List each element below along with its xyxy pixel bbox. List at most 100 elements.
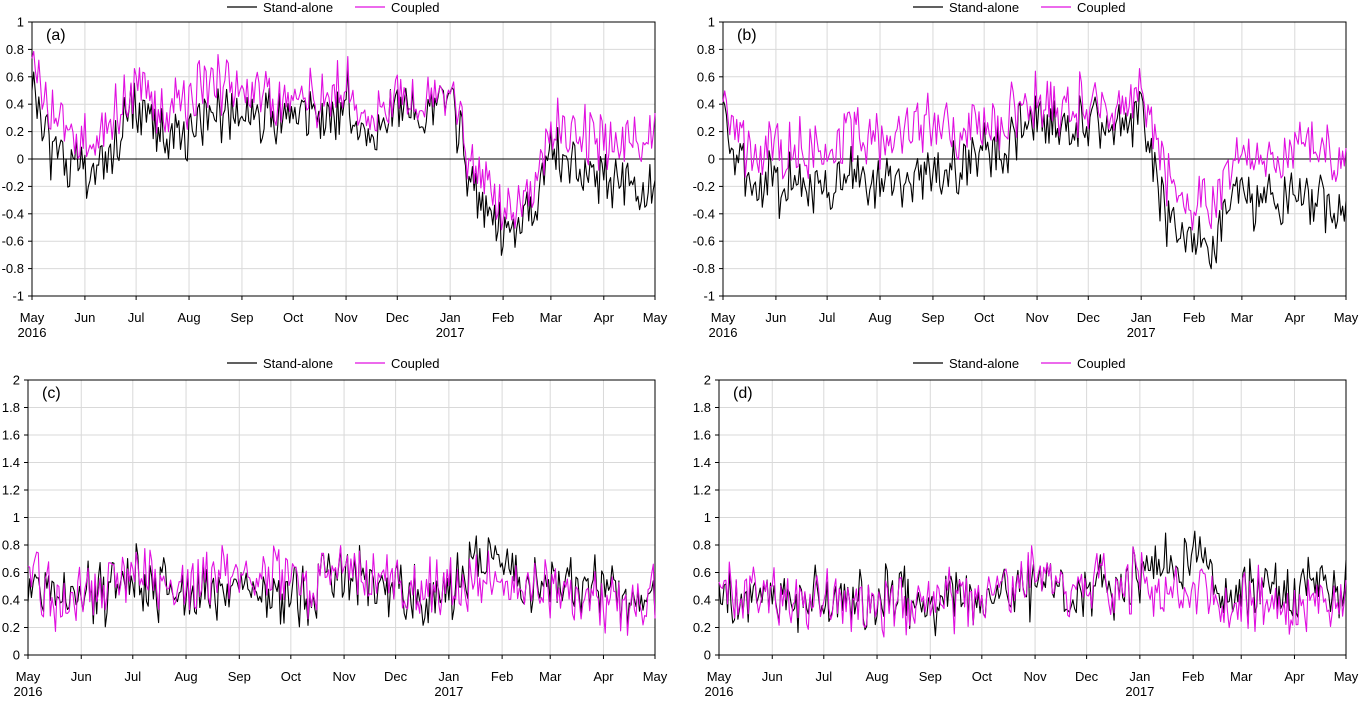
series-line-standalone [28,536,655,627]
x-tick-label: May [711,310,736,325]
x-tick-label: Nov [1024,669,1048,684]
x-tick-label: Apr [1284,669,1305,684]
panel-label: (d) [733,385,753,402]
y-tick-label: -0.2 [693,179,715,194]
y-tick-label: 2 [13,373,20,388]
x-tick-year-label: 2016 [709,325,738,340]
legend-label-coupled: Coupled [391,356,439,371]
x-tick-year-label: 2016 [14,684,43,699]
series-group [719,531,1346,637]
x-tick-label: Jan [1131,310,1152,325]
y-tick-label: -1 [703,289,715,304]
y-tick-label: 1.6 [2,428,20,443]
x-tick-label: Jun [74,310,95,325]
x-tick-label: Oct [283,310,304,325]
y-tick-label: -0.6 [2,234,24,249]
x-tick-label: Feb [491,669,513,684]
x-tick-label: May [1334,669,1359,684]
y-tick-label: 0.2 [2,620,20,635]
x-tick-label: Nov [334,310,358,325]
x-tick-label: Jan [1129,669,1150,684]
chart-panel-b: -1-0.8-0.6-0.4-0.200.20.40.60.81May2016J… [693,0,1359,340]
x-tick-label: Apr [593,669,614,684]
y-tick-label: 1.2 [2,483,20,498]
y-tick-label: -1 [12,289,24,304]
x-tick-label: Sep [921,310,944,325]
x-tick-label: Nov [333,669,357,684]
x-tick-label: Jul [819,310,836,325]
legend-label-coupled: Coupled [1077,356,1125,371]
legend: Stand-alone Coupled [227,0,439,15]
x-tick-label: Jan [438,669,459,684]
x-tick-label: Nov [1025,310,1049,325]
y-axis: 00.20.40.60.811.21.41.61.82 [693,373,719,663]
x-tick-label: Aug [865,669,888,684]
x-tick-label: Feb [492,310,514,325]
panel-label: (c) [42,385,61,402]
y-tick-label: 0.2 [697,124,715,139]
y-axis: -1-0.8-0.6-0.4-0.200.20.40.60.81 [693,15,723,304]
x-tick-label: Jun [762,669,783,684]
x-tick-label: Oct [281,669,302,684]
x-tick-label: Jun [765,310,786,325]
y-tick-label: 0.2 [6,124,24,139]
y-tick-label: 0.4 [693,593,711,608]
chart-panel-a: -1-0.8-0.6-0.4-0.200.20.40.60.81May2016J… [2,0,668,340]
legend-label-standalone: Stand-alone [263,0,333,15]
x-tick-label: Jul [124,669,141,684]
x-tick-label: Jun [71,669,92,684]
legend: Stand-alone Coupled [227,356,439,371]
y-tick-label: 1.6 [693,428,711,443]
x-tick-label: Dec [1077,310,1101,325]
x-tick-label: Mar [539,669,562,684]
panel-label: (a) [46,27,66,44]
y-tick-label: 1 [17,15,24,30]
y-tick-label: 0.6 [6,69,24,84]
x-tick-label: Sep [919,669,942,684]
x-tick-label: Aug [174,669,197,684]
x-tick-year-label: 2017 [434,684,463,699]
y-tick-label: 1.4 [693,455,711,470]
y-tick-label: 0.4 [2,593,20,608]
x-tick-label: Oct [974,310,995,325]
y-tick-label: -0.4 [693,206,715,221]
y-tick-label: 0 [13,648,20,663]
series-group [32,51,655,255]
y-tick-label: 0.8 [6,42,24,57]
series-line-coupled [32,51,655,229]
x-tick-label: Oct [972,669,993,684]
x-tick-label: Mar [540,310,563,325]
x-tick-label: May [1334,310,1359,325]
y-tick-label: 1.8 [693,400,711,415]
legend-label-coupled: Coupled [391,0,439,15]
y-tick-label: 0.6 [697,69,715,84]
y-tick-label: -0.4 [2,206,24,221]
x-tick-label: May [643,310,668,325]
x-tick-year-label: 2017 [1125,684,1154,699]
x-tick-label: Mar [1231,310,1254,325]
x-tick-label: Jul [128,310,145,325]
y-tick-label: 1 [13,510,20,525]
panel-label: (b) [737,27,757,44]
y-tick-label: 0.4 [697,97,715,112]
y-tick-label: 0 [708,152,715,167]
gridlines [28,380,655,655]
y-tick-label: -0.2 [2,179,24,194]
series-group [723,69,1346,269]
y-tick-label: 2 [704,373,711,388]
x-tick-label: Jul [815,669,832,684]
y-tick-label: 1.4 [2,455,20,470]
x-tick-year-label: 2016 [705,684,734,699]
legend-label-standalone: Stand-alone [263,356,333,371]
y-tick-label: 0.8 [693,538,711,553]
x-tick-label: Apr [594,310,615,325]
x-tick-label: Dec [1075,669,1099,684]
